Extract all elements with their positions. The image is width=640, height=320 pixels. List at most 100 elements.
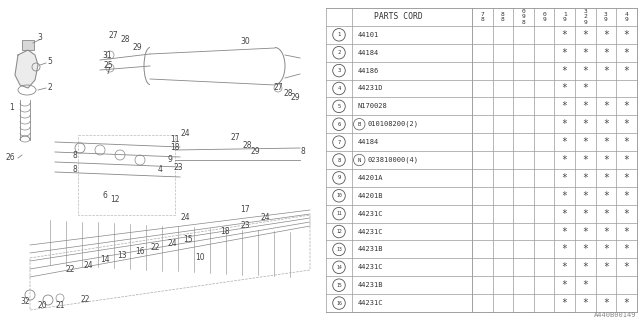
- Text: 11: 11: [336, 211, 342, 216]
- Text: *: *: [623, 66, 629, 76]
- Text: 11: 11: [170, 135, 180, 145]
- Text: *: *: [603, 66, 609, 76]
- Text: 18: 18: [220, 228, 230, 236]
- Text: 0: 0: [542, 12, 546, 17]
- Text: 9: 9: [563, 17, 566, 22]
- Text: 31: 31: [102, 52, 112, 60]
- Text: 29: 29: [290, 93, 300, 102]
- Text: 24: 24: [83, 260, 93, 269]
- Text: 20: 20: [37, 300, 47, 309]
- Text: *: *: [562, 30, 568, 40]
- Text: 8: 8: [501, 12, 505, 17]
- Text: 15: 15: [183, 236, 193, 244]
- Text: 4: 4: [157, 165, 163, 174]
- Text: 29: 29: [132, 44, 142, 52]
- Text: 5: 5: [47, 58, 52, 67]
- Bar: [22, 40, 34, 50]
- Text: *: *: [562, 119, 568, 129]
- Text: *: *: [603, 48, 609, 58]
- Text: *: *: [603, 209, 609, 219]
- Text: *: *: [603, 30, 609, 40]
- Text: *: *: [582, 227, 588, 236]
- Text: 44231B: 44231B: [358, 282, 383, 288]
- Text: 23: 23: [173, 164, 183, 172]
- Text: 23: 23: [240, 220, 250, 229]
- Text: *: *: [603, 173, 609, 183]
- Text: 10: 10: [195, 253, 205, 262]
- Text: *: *: [603, 101, 609, 111]
- Text: *: *: [623, 227, 629, 236]
- Text: 3: 3: [584, 9, 587, 14]
- Text: 22: 22: [150, 243, 160, 252]
- Text: *: *: [562, 84, 568, 93]
- Text: 8: 8: [301, 148, 305, 156]
- Text: 29: 29: [250, 148, 260, 156]
- Text: 1: 1: [563, 12, 566, 17]
- Text: 6: 6: [337, 122, 340, 127]
- Text: 13: 13: [336, 247, 342, 252]
- Text: 1: 1: [10, 103, 14, 113]
- Text: *: *: [623, 30, 629, 40]
- Text: 44231C: 44231C: [358, 300, 383, 306]
- Polygon shape: [15, 50, 38, 88]
- Text: *: *: [623, 262, 629, 272]
- Text: 9: 9: [168, 156, 172, 164]
- Text: *: *: [603, 262, 609, 272]
- Text: *: *: [582, 101, 588, 111]
- Text: 4: 4: [625, 12, 628, 17]
- Text: 22: 22: [80, 295, 90, 305]
- Text: *: *: [623, 155, 629, 165]
- Text: 2: 2: [337, 50, 340, 55]
- Text: *: *: [582, 244, 588, 254]
- Text: 8: 8: [337, 157, 340, 163]
- Text: 6: 6: [102, 190, 108, 199]
- Text: 1: 1: [337, 32, 340, 37]
- Text: *: *: [582, 298, 588, 308]
- Text: *: *: [603, 298, 609, 308]
- Text: *: *: [582, 191, 588, 201]
- Text: 44186: 44186: [358, 68, 380, 74]
- Text: 44201B: 44201B: [358, 193, 383, 199]
- Text: *: *: [562, 101, 568, 111]
- Text: 24: 24: [167, 238, 177, 247]
- Text: *: *: [562, 209, 568, 219]
- Text: 44184: 44184: [358, 139, 380, 145]
- Text: 7: 7: [481, 12, 484, 17]
- Text: 8: 8: [522, 20, 525, 25]
- Text: 9: 9: [584, 20, 587, 25]
- Text: 26: 26: [5, 154, 15, 163]
- Text: 9: 9: [542, 17, 546, 22]
- Text: 44231C: 44231C: [358, 211, 383, 217]
- Text: 7: 7: [106, 68, 111, 76]
- Text: 3: 3: [604, 12, 608, 17]
- Text: 8: 8: [501, 17, 505, 22]
- Text: B: B: [358, 122, 361, 127]
- Text: *: *: [603, 244, 609, 254]
- Text: *: *: [562, 155, 568, 165]
- Text: *: *: [623, 48, 629, 58]
- Text: *: *: [603, 119, 609, 129]
- Text: 2: 2: [584, 14, 587, 20]
- Text: 10: 10: [336, 193, 342, 198]
- Text: *: *: [562, 48, 568, 58]
- Text: 9: 9: [604, 17, 608, 22]
- Text: 14: 14: [336, 265, 342, 270]
- Text: *: *: [623, 298, 629, 308]
- Text: *: *: [562, 298, 568, 308]
- Text: 18: 18: [170, 143, 180, 153]
- Text: *: *: [582, 48, 588, 58]
- Text: 21: 21: [55, 301, 65, 310]
- Text: *: *: [582, 137, 588, 147]
- Text: 0: 0: [522, 9, 525, 14]
- Text: 7: 7: [337, 140, 340, 145]
- Text: 12: 12: [336, 229, 342, 234]
- Text: 44184: 44184: [358, 50, 380, 56]
- Text: 8: 8: [481, 17, 484, 22]
- Text: 44231C: 44231C: [358, 264, 383, 270]
- Text: 8: 8: [72, 165, 77, 174]
- Text: 22: 22: [65, 266, 75, 275]
- Text: *: *: [582, 66, 588, 76]
- Text: 15: 15: [336, 283, 342, 288]
- Text: 023810000(4): 023810000(4): [367, 157, 419, 163]
- Text: N: N: [358, 157, 361, 163]
